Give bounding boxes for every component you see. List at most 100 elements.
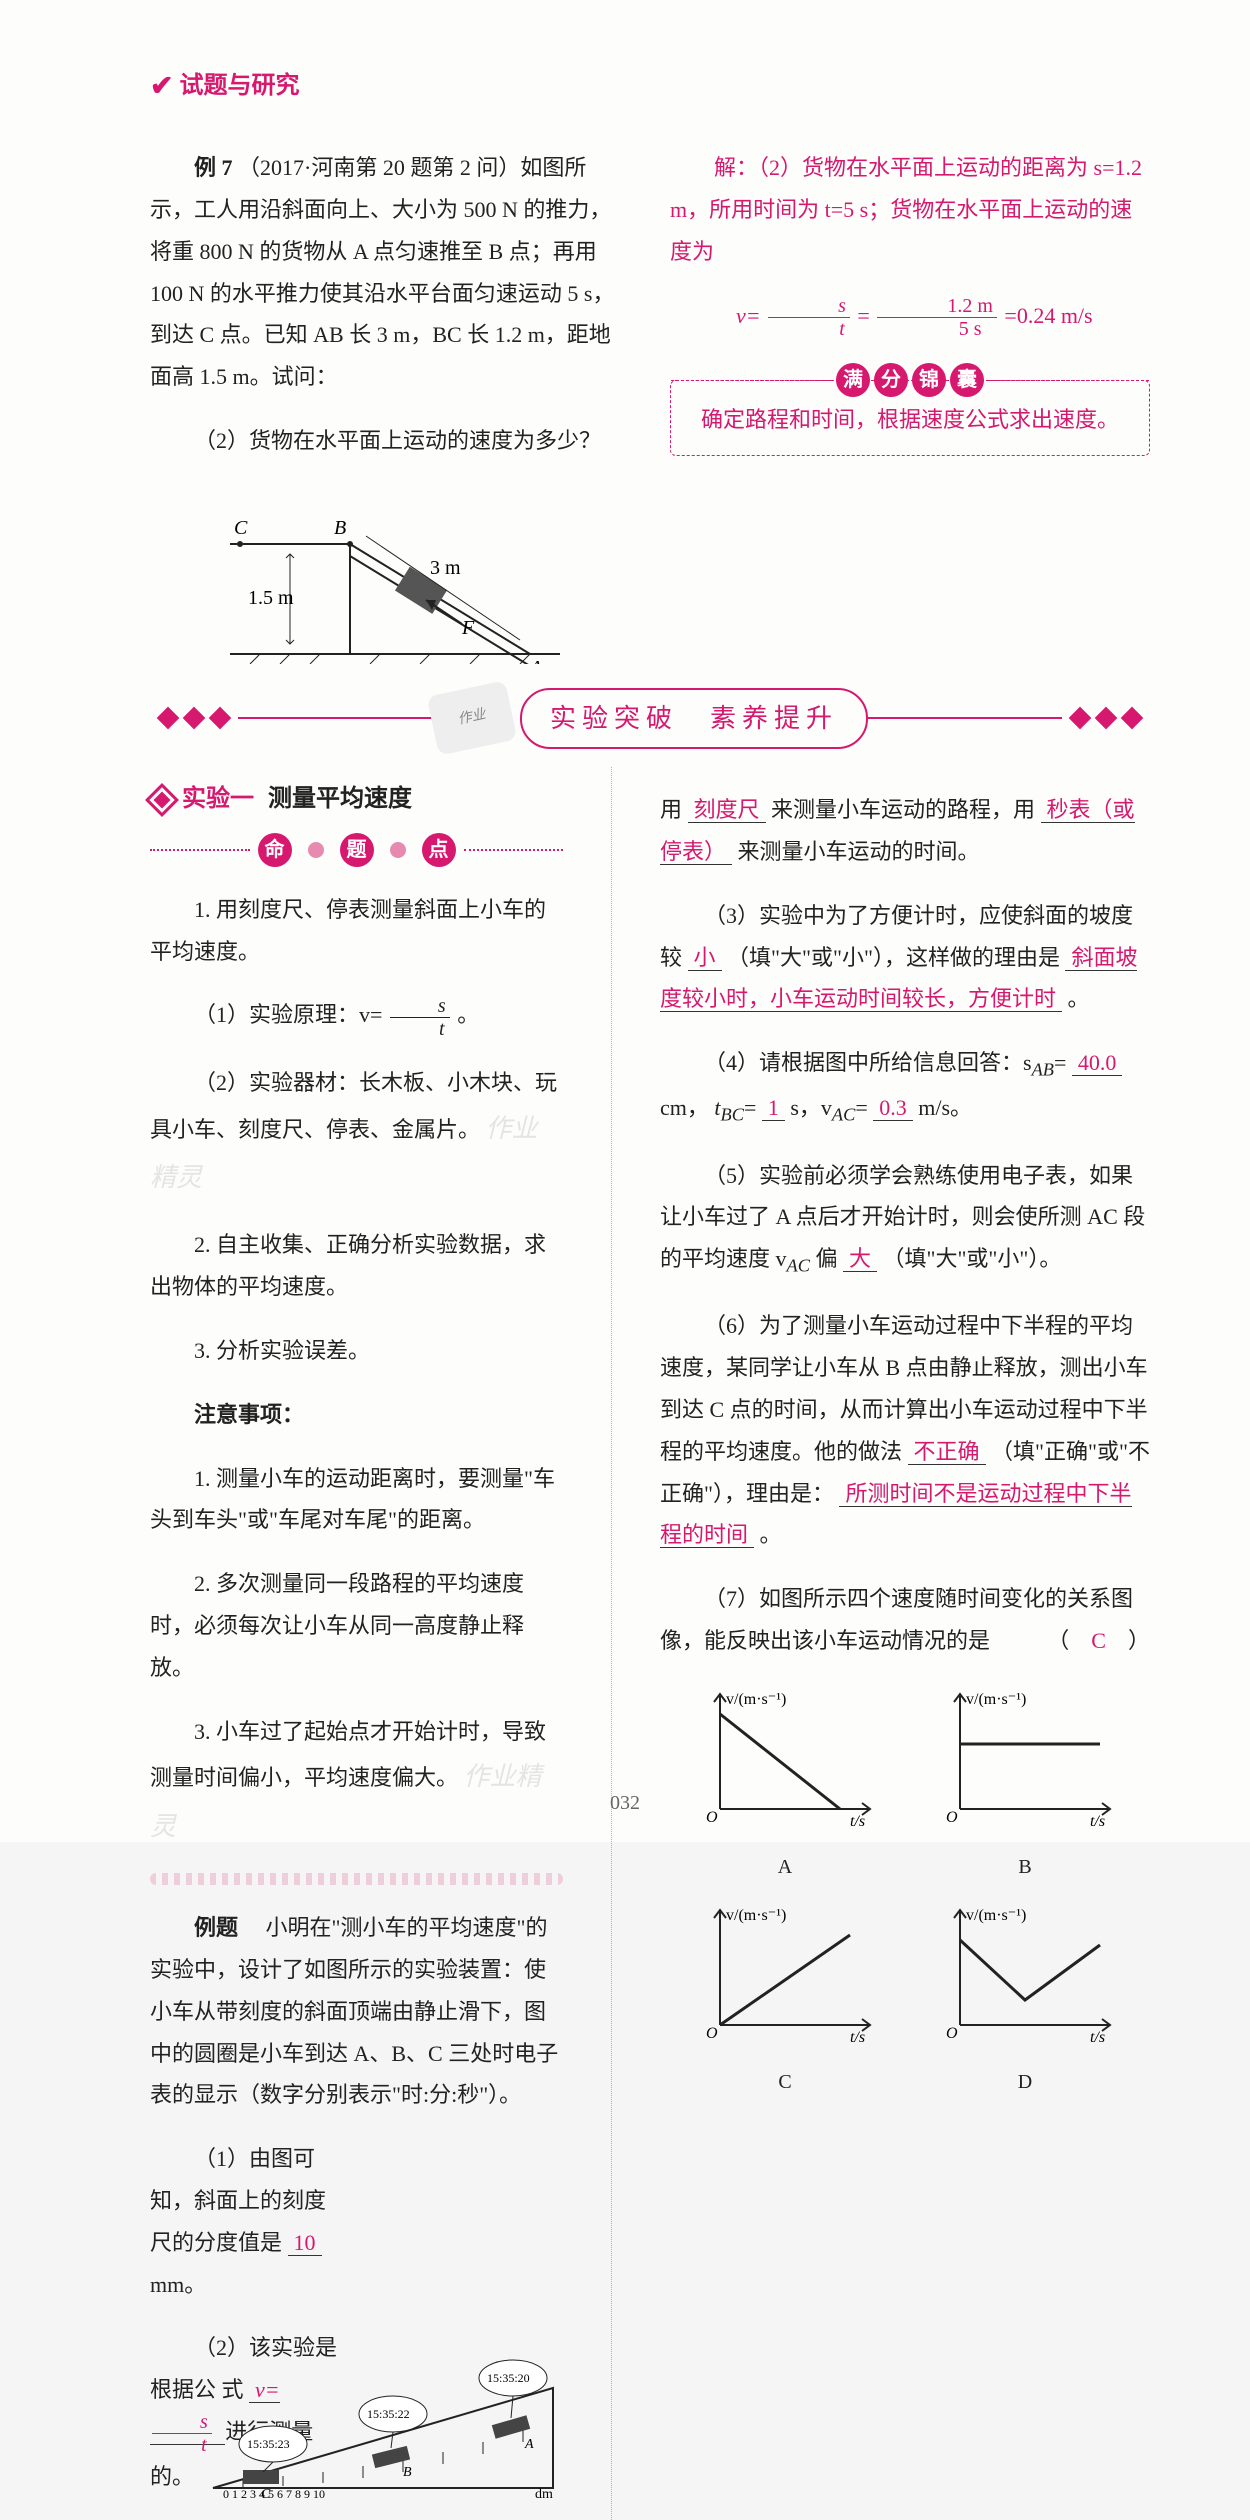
ex-label: 例 7 [194,155,233,180]
label-F: F [461,617,475,639]
tips-text: 确定路程和时间，根据速度公式求出速度。 [701,407,1119,432]
svg-text:t/s: t/s [1090,2029,1105,2046]
r3-mid: （填"大"或"小"），这样做的理由是 [727,945,1060,970]
chart-D: v/(m·s⁻¹) O t/s D [930,1900,1120,2102]
slope-clock-diagram: 0 1 2 3 4 5 6 7 8 9 10 dm C B A 15:35:23 [203,2348,563,2498]
column-divider [611,767,612,2520]
r7: （7）如图所示四个速度随时间变化的关系图像，能反映出该小车运动情况的是 （ C … [660,1578,1150,1662]
clock-a: 15:35:20 [487,2371,530,2385]
note-head: 注意事项： [150,1394,563,1436]
sol-prefix: 解：（2）货物在水平面上运动的距离为 s=1.2 m，所用时间为 t=5 s；货… [670,155,1142,264]
page-number: 032 [0,1784,1250,1822]
r1-pre: 用 [660,797,682,822]
top-block: 例 7 （2017·河南第 20 题第 2 问）如图所示，工人用沿斜面向上、大小… [150,125,1150,664]
r1-post: 来测量小车运动的时间。 [738,839,980,864]
mt3: 点 [422,833,456,867]
solution-text: 解：（2）货物在水平面上运动的距离为 s=1.2 m，所用时间为 t=5 s；货… [670,147,1150,272]
r4-sub: AB [1032,1060,1054,1080]
n2: 2. 多次测量同一段路程的平均速度时，必须每次让小车从同一高度静止释放。 [150,1563,563,1688]
r4-veq: = [855,1095,867,1120]
r4-eq: = [1054,1050,1066,1075]
r3-post: 。 [1068,986,1090,1011]
ex-head: 例题 [194,1915,238,1940]
r6-a1: 不正确 [908,1439,986,1465]
tip-c4: 囊 [950,363,984,397]
experiment-heading: 实验一 测量平均速度 [150,777,563,823]
p1b: （2）实验器材：长木板、小木块、玩具小车、刻度尺、停表、金属片。 作业精灵 [150,1062,563,1203]
svg-text:v/(m·s⁻¹): v/(m·s⁻¹) [726,1691,786,1708]
ruler-unit: dm [535,2487,553,2498]
r3-a1: 小 [688,945,722,971]
p1a-n: s [390,995,450,1018]
example7-text: 例 7 （2017·河南第 20 题第 2 问）如图所示，工人用沿斜面向上、大小… [150,147,630,398]
clock-b: 15:35:22 [367,2407,410,2421]
r4-a2: 1 [762,1095,785,1121]
eq-res: =0.24 m/s [1004,303,1092,328]
svg-text:v/(m·s⁻¹): v/(m·s⁻¹) [966,1907,1026,1924]
check-icon: ✔ [150,60,173,113]
q1-ans: 10 [288,2230,322,2256]
charts-grid: v/(m·s⁻¹) O t/s A v/(m·s⁻¹) [660,1684,1150,2102]
label-A: A [690,1848,880,1886]
mingti-row: 命 题 点 [150,833,563,867]
r5: （5）实验前必须学会熟练使用电子表，如果让小车过了 A 点后才开始计时，则会使所… [660,1155,1150,1284]
r5-sub: AC [787,1256,810,1276]
wave-separator [150,1873,563,1885]
r5-post: （填"大"或"小"）。 [882,1246,1061,1271]
r4-vsub: AC [832,1105,855,1125]
p1: 1. 用刻度尺、停表测量斜面上小车的平均速度。 [150,889,563,973]
top-right: 解：（2）货物在水平面上运动的距离为 s=1.2 m，所用时间为 t=5 s；货… [670,125,1150,664]
solution-eq: v= st = 1.2 m5 s =0.24 m/s [670,295,1150,340]
tip-c2: 分 [874,363,908,397]
svg-text:B: B [403,2465,412,2480]
label-C: C [690,2063,880,2101]
svg-text:3 m: 3 m [430,557,461,579]
r1-a1: 刻度尺 [688,797,766,823]
r7-ans: C [1091,1628,1106,1653]
svg-text:O: O [706,2025,718,2042]
p2: 2. 自主收集、正确分析实验数据，求出物体的平均速度。 [150,1224,563,1308]
svg-text:B: B [334,517,346,539]
ex-source: （2017·河南第 20 题第 2 问）如图所示，工人用沿斜面向上、大小为 50… [150,155,614,389]
exp-tag: 实验一 [182,777,254,823]
diamond-icon [145,783,179,817]
tip-c3: 锦 [912,363,946,397]
f2n: 1.2 m [877,295,997,318]
ex-body: 小明在"测小车的平均速度"的实验中，设计了如图所示的实验装置：使小车从带刻度的斜… [150,1915,558,2107]
tips-box: 满 分 锦 囊 确定路程和时间，根据速度公式求出速度。 [670,380,1150,456]
stamp-icon: 作业 [427,681,518,756]
r4-a3: 0.3 [873,1095,913,1121]
exp-title: 测量平均速度 [268,777,412,823]
r5-mid: 偏 [815,1246,837,1271]
r5-a1: 大 [843,1246,877,1272]
r4-tsub: BC [721,1105,744,1125]
q1: （1）由图可知，斜面上的刻度尺的分度值是 10 mm。 [150,2138,340,2305]
label-B: B [930,1848,1120,1886]
q1-unit: mm。 [150,2272,206,2297]
f2d: 5 s [889,318,986,340]
f1d: t [769,318,849,340]
page-header: ✔ 试题与研究 [150,60,1150,113]
tip-c1: 满 [836,363,870,397]
section-banner: 作业 实验突破 素养提升 [150,688,1150,749]
r4-pre: （4）请根据图中所给信息回答：s [704,1050,1032,1075]
svg-text:0 1 2 3 4 5 6 7 8 9 10: 0 1 2 3 4 5 6 7 8 9 10 [223,2487,325,2498]
svg-text:A: A [524,2437,534,2452]
p1a-post: 。 [457,1002,479,1027]
header-title: 试题与研究 [179,64,299,110]
eq-eq: = [857,303,869,328]
bottom-left: 实验一 测量平均速度 命 题 点 1. 用刻度尺、停表测量斜面上小车的平均速度。… [150,767,563,2520]
r4: （4）请根据图中所给信息回答：sAB= 40.0 cm， tBC= 1 s，vA… [660,1042,1150,1132]
r6: （6）为了测量小车运动过程中下半程的平均速度，某同学让小车从 B 点由静止释放，… [660,1305,1150,1556]
n1: 1. 测量小车的运动距离时，要测量"车头到车头"或"车尾对车尾"的距离。 [150,1458,563,1542]
eq-v: v= [736,303,761,328]
top-left: 例 7 （2017·河南第 20 题第 2 问）如图所示，工人用沿斜面向上、大小… [150,125,630,664]
svg-text:A: A [528,657,543,664]
svg-text:O: O [946,2025,958,2042]
incline-diagram: F 3 m C B A 1.5 m [230,484,570,664]
mt1: 命 [258,833,292,867]
label-D: D [930,2063,1120,2101]
r4-a1: 40.0 [1072,1050,1123,1076]
p1a-pre: （1）实验原理：v= [194,1002,382,1027]
r4-u2: s，v [790,1095,832,1120]
